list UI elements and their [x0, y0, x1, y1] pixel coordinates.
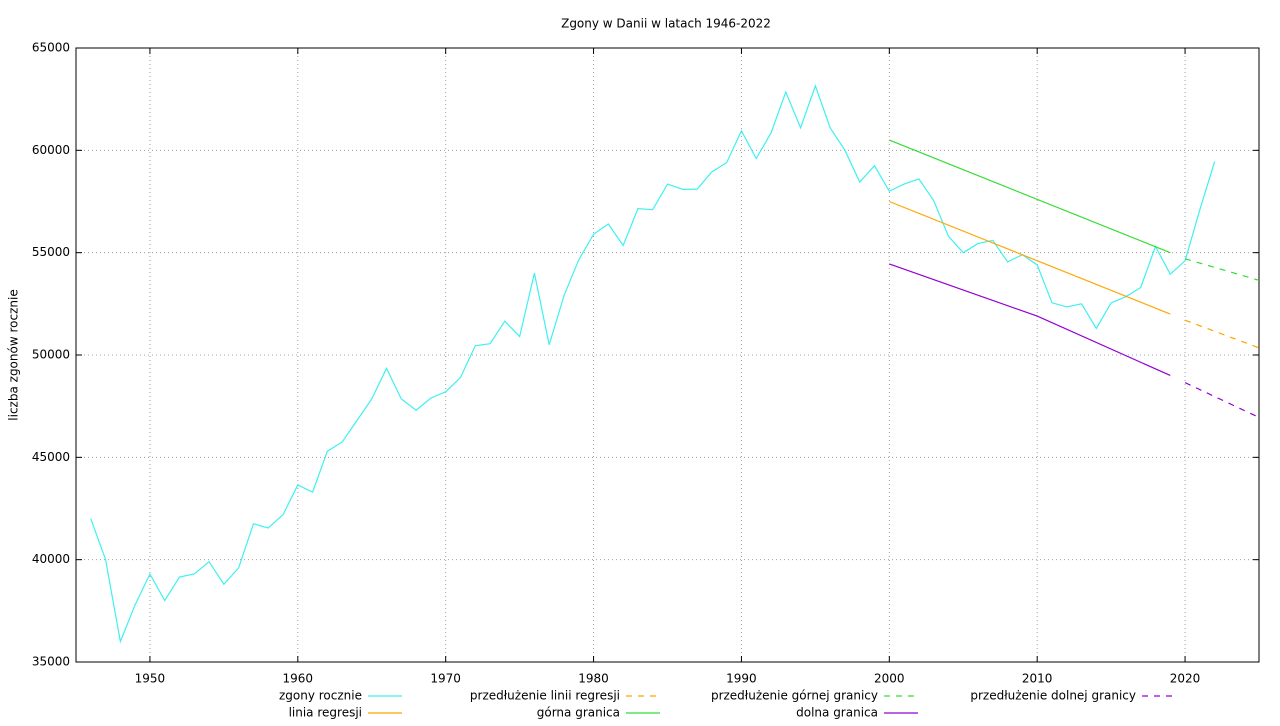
x-tick-label: 1980: [578, 672, 609, 686]
series-line: [90, 84, 1216, 644]
y-tick-label: 50000: [32, 348, 70, 362]
x-tick-label: 1950: [135, 672, 166, 686]
legend-label: dolna granica: [796, 706, 878, 720]
y-tick-label: 55000: [32, 245, 70, 259]
series-line: [889, 263, 1171, 377]
chart-title: Zgony w Danii w latach 1946-2022: [561, 17, 771, 31]
y-tick-label: 60000: [32, 143, 70, 157]
series-line: [889, 200, 1171, 315]
plot-frame: [75, 47, 1260, 663]
series-line: [1184, 319, 1260, 349]
legend-label: przedłużenie górnej granicy: [711, 689, 878, 703]
x-tick-label: 2000: [874, 672, 905, 686]
legend-label: zgony rocznie: [279, 689, 362, 703]
y-tick-label: 65000: [32, 41, 70, 55]
y-tick-label: 40000: [32, 552, 70, 566]
x-tick-label: 1970: [430, 672, 461, 686]
series-line: [1184, 258, 1260, 281]
series-line: [889, 139, 1171, 254]
x-tick-label: 1960: [283, 672, 314, 686]
x-tick-label: 1990: [726, 672, 757, 686]
y-axis-label: liczba zgonów rocznie: [7, 289, 21, 420]
x-tick-label: 2020: [1170, 672, 1201, 686]
series-line: [1184, 382, 1260, 418]
y-tick-label: 35000: [32, 655, 70, 669]
legend-label: przedłużenie dolnej granicy: [970, 689, 1136, 703]
y-tick-label: 45000: [32, 450, 70, 464]
legend-label: przedłużenie linii regresji: [470, 689, 620, 703]
x-tick-label: 2010: [1022, 672, 1053, 686]
legend-label: linia regresji: [289, 706, 362, 720]
legend-label: górna granica: [537, 706, 620, 720]
